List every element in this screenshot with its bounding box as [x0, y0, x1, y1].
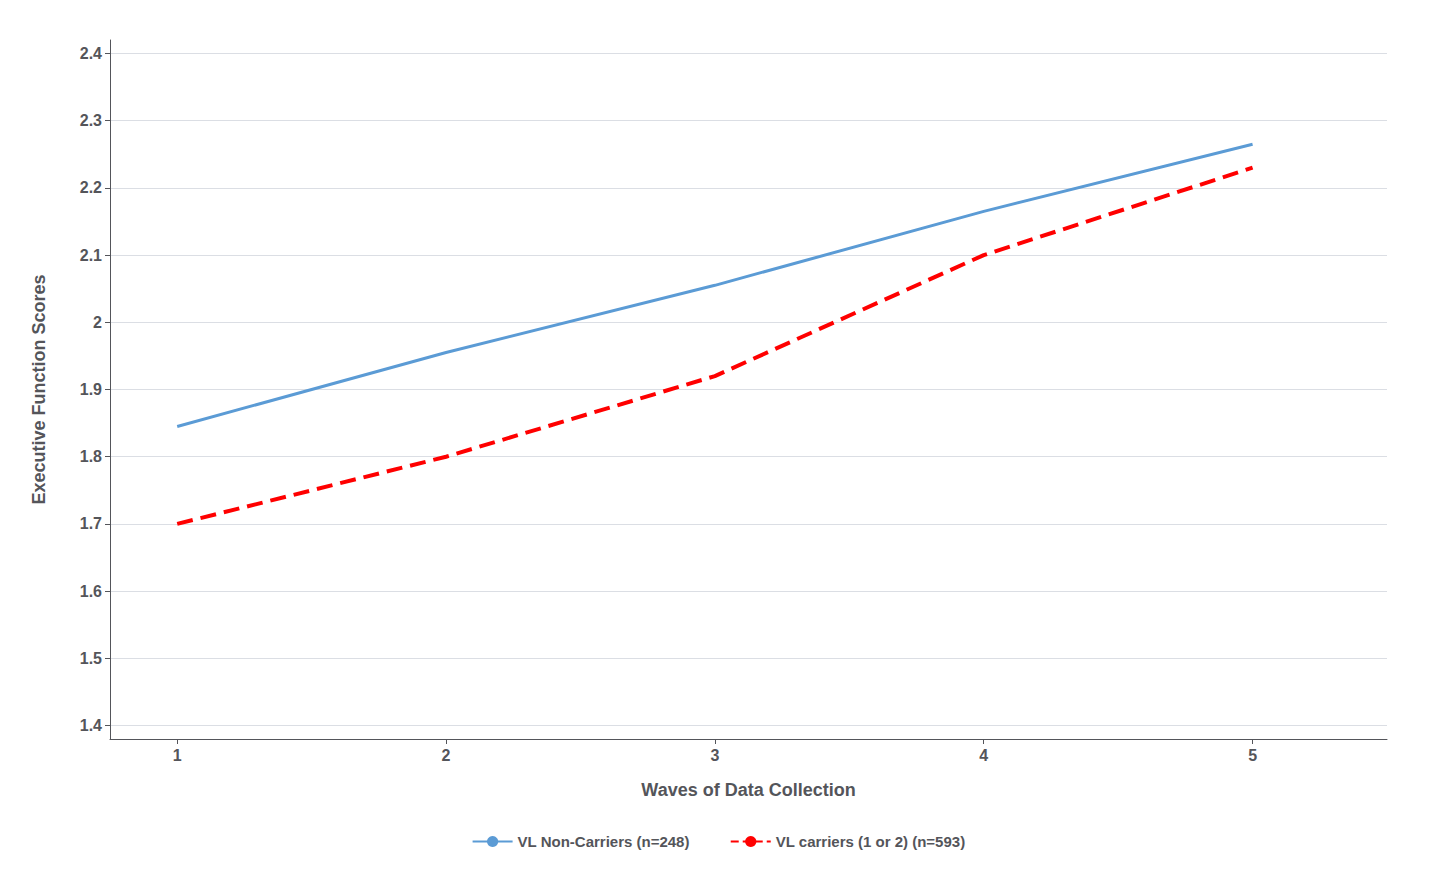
svg-text:2: 2 — [93, 314, 102, 331]
svg-text:2.4: 2.4 — [80, 45, 102, 62]
svg-text:1: 1 — [173, 747, 182, 764]
svg-text:Waves of Data Collection: Waves of Data Collection — [641, 780, 855, 800]
svg-text:1.8: 1.8 — [80, 448, 102, 465]
svg-text:4: 4 — [979, 747, 988, 764]
svg-text:1.5: 1.5 — [80, 650, 102, 667]
svg-text:VL Non-Carriers (n=248): VL Non-Carriers (n=248) — [518, 833, 690, 850]
svg-text:VL carriers (1 or 2) (n=593): VL carriers (1 or 2) (n=593) — [776, 833, 965, 850]
svg-text:2.3: 2.3 — [80, 112, 102, 129]
svg-text:Executive Function Scores: Executive Function Scores — [29, 274, 49, 504]
svg-text:1.6: 1.6 — [80, 583, 102, 600]
svg-text:1.7: 1.7 — [80, 515, 102, 532]
svg-text:2.1: 2.1 — [80, 247, 102, 264]
svg-text:2.2: 2.2 — [80, 179, 102, 196]
svg-text:2: 2 — [442, 747, 451, 764]
svg-text:5: 5 — [1248, 747, 1257, 764]
svg-text:1.9: 1.9 — [80, 381, 102, 398]
svg-text:1.4: 1.4 — [80, 717, 102, 734]
svg-text:3: 3 — [710, 747, 719, 764]
